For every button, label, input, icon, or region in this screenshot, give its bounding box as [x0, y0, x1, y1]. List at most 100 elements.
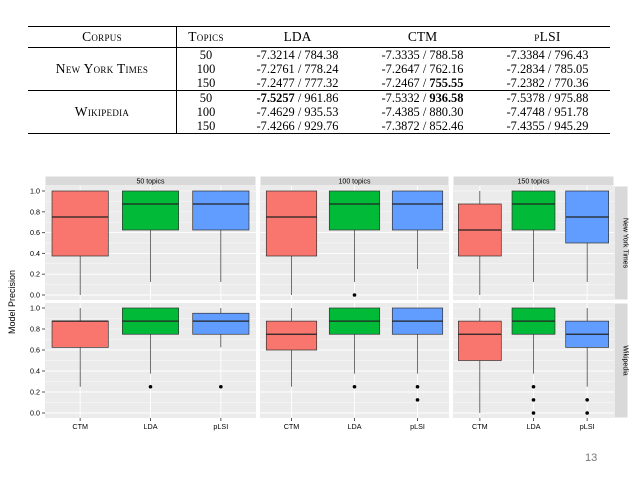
ctm-bold-part: 936.58	[429, 91, 464, 105]
x-tick-label: pLSI	[410, 422, 425, 431]
boxplot-lda	[122, 190, 179, 282]
outlier-point	[148, 384, 153, 389]
header-lda: LDA	[283, 29, 312, 44]
table-row: 100 -7.4629 / 935.53 -7.4385 / 880.30 -7…	[28, 105, 610, 119]
facet-label-column: 150 topics	[518, 179, 550, 186]
topics-cell: 150	[196, 119, 216, 133]
y-tick-label: 1.0	[30, 304, 40, 313]
plsi-cell: -7.4748 / 951.78	[506, 105, 589, 119]
corpus-nyt: New York Times	[28, 47, 177, 91]
outlier-point	[352, 384, 357, 389]
ctm-bold-part: 755.55	[429, 76, 464, 90]
outlier-point	[531, 411, 536, 415]
outlier-point	[531, 384, 536, 389]
boxplot-ctm	[51, 190, 109, 295]
y-tick-label: 0.4	[30, 249, 40, 258]
box	[391, 190, 444, 231]
table-row: Wikipedia 50 -7.5257 / 961.86 -7.5332 / …	[28, 90, 610, 134]
boxplot-ctm	[51, 308, 109, 387]
topics-cell: 50	[199, 48, 213, 62]
ctm-cell: -7.3335 / 788.58	[381, 48, 464, 62]
header-plsi: pLSI	[534, 29, 561, 44]
plsi-normal-part: / 770.36	[544, 76, 589, 90]
header-topics: Topics	[188, 29, 224, 44]
boxplot-lda	[328, 307, 381, 389]
lda-cell: -7.5257 / 961.86	[256, 91, 339, 105]
y-tick-label: 1.0	[30, 187, 40, 196]
x-tick-label: LDA	[527, 422, 541, 431]
topics-cell: 100	[196, 105, 216, 119]
boxplot-ctm	[458, 308, 502, 413]
boxplot-ctm	[265, 190, 318, 295]
outlier-point	[585, 411, 589, 415]
plsi-cell: -7.5378 / 975.88	[506, 91, 589, 105]
x-tick-label: LDA	[144, 422, 158, 431]
table-row: 100 -7.2761 / 778.24 -7.2647 / 762.16 -7…	[28, 62, 610, 76]
facet-label-column: 100 topics	[339, 179, 371, 186]
boxplot-plsi	[391, 190, 444, 269]
y-tick-label: 0.4	[30, 367, 40, 376]
outlier-point	[585, 398, 589, 402]
y-tick-label: 0.2	[30, 270, 40, 279]
box	[328, 190, 381, 231]
x-tick-label: pLSI	[213, 422, 228, 431]
box	[265, 320, 318, 351]
table-row: New York Times 50 -7.3214 / 784.38 -7.33…	[28, 47, 610, 91]
x-tick-label: CTM	[472, 422, 488, 431]
facet-label-row: New York Times	[622, 218, 629, 269]
y-tick-label: 0.8	[30, 207, 40, 216]
topics-cell: 50	[199, 91, 213, 105]
box	[192, 190, 250, 231]
x-tick-label: LDA	[348, 422, 362, 431]
plsi-cell: -7.3384 / 796.43	[506, 48, 589, 62]
x-tick-label: pLSI	[580, 422, 595, 431]
outlier-point	[352, 293, 357, 297]
plsi-cell: -7.2382 / 770.36	[485, 76, 610, 91]
boxplot-plsi	[565, 308, 609, 415]
ctm-cell: -7.2647 / 762.16	[381, 62, 464, 76]
header-ctm: CTM	[407, 29, 438, 44]
y-tick-label: 0.0	[30, 291, 40, 300]
box	[51, 190, 109, 257]
wiki-rows: Wikipedia 50 -7.5257 / 961.86 -7.5332 / …	[28, 90, 610, 134]
y-tick-label: 0.2	[30, 388, 40, 397]
y-tick-label: 0.8	[30, 325, 40, 334]
boxplot-lda	[328, 190, 381, 297]
y-tick-label: 0.6	[30, 346, 40, 355]
table-header-row: Corpus Topics LDA CTM pLSI	[28, 26, 610, 48]
outlier-point	[219, 384, 223, 389]
lda-cell: -7.4266 / 929.76	[256, 119, 339, 133]
corpus-wikipedia: Wikipedia	[28, 90, 177, 134]
x-tick-label: CTM	[72, 422, 88, 431]
nyt-rows: New York Times 50 -7.3214 / 784.38 -7.33…	[28, 47, 610, 91]
ctm-cell: -7.5332 / 936.58	[381, 91, 464, 105]
boxplot-ctm	[265, 308, 318, 387]
lda-bold-part: -7.5257	[256, 91, 295, 105]
lda-cell: -7.2477 / 777.32	[256, 76, 339, 90]
box	[51, 320, 109, 348]
box	[265, 190, 318, 257]
lda-cell: -7.3214 / 784.38	[256, 48, 339, 62]
boxplot-plsi	[565, 190, 609, 282]
ctm-cell: -7.2467 / 755.55	[381, 76, 464, 90]
box	[122, 190, 179, 231]
boxplot-plsi	[192, 308, 250, 389]
results-table: Corpus Topics LDA CTM pLSI New York Time…	[28, 26, 610, 134]
facet-label-row: Wikipedia	[622, 345, 629, 375]
box	[458, 320, 502, 361]
outlier-point	[531, 398, 536, 402]
lda-cell: -7.4629 / 935.53	[256, 105, 339, 119]
boxplot-lda	[511, 307, 556, 415]
facet-label-column: 50 topics	[136, 179, 165, 186]
box	[511, 190, 556, 231]
plsi-cell: -7.4355 / 945.29	[506, 119, 589, 133]
outlier-point	[415, 398, 420, 402]
lda-cell: -7.2761 / 778.24	[256, 62, 339, 76]
plsi-cell: -7.2834 / 785.05	[506, 62, 589, 76]
boxplot-plsi	[192, 190, 250, 282]
x-tick-label: CTM	[284, 422, 300, 431]
y-tick-label: 0.6	[30, 228, 40, 237]
precision-boxplot-chart: 50 topics 100 topics 150 topics New York Ti…	[7, 175, 629, 431]
page-number: 13	[585, 452, 598, 464]
boxplot-lda	[511, 190, 556, 282]
